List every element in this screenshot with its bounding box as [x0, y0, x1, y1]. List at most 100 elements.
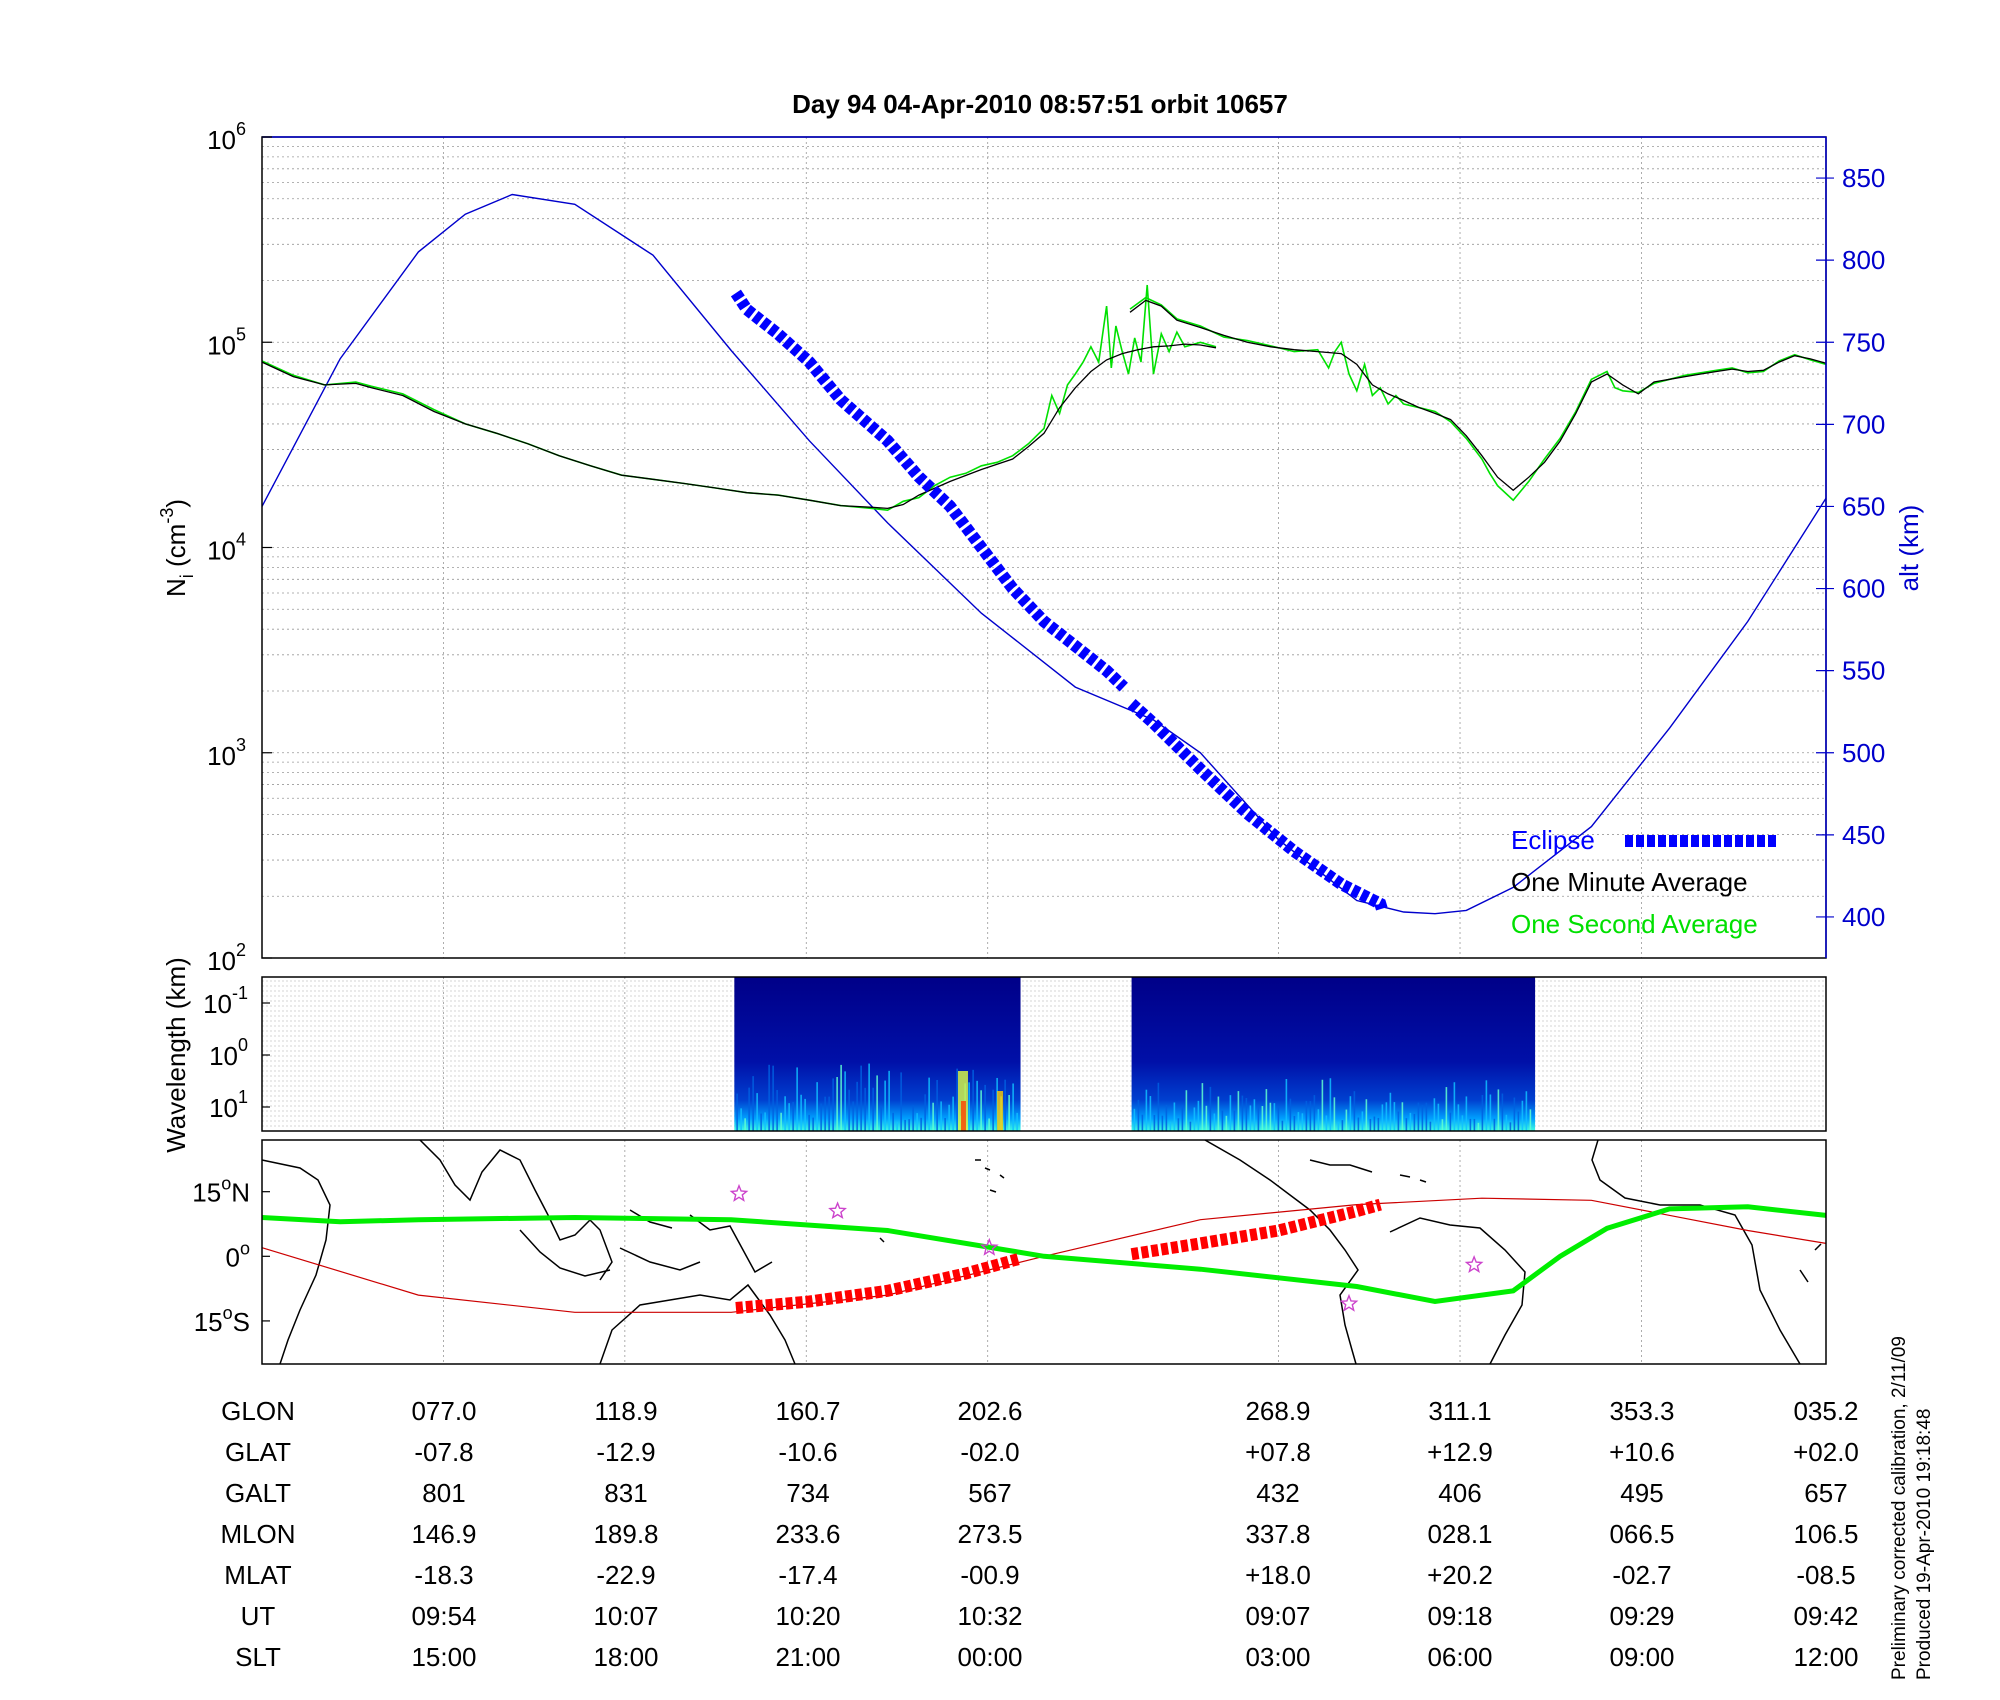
table-cell: +07.8	[1245, 1437, 1311, 1467]
coastline-africa	[261, 1159, 331, 1365]
spectrogram-streak	[1393, 1102, 1396, 1131]
spectrogram-streak	[800, 1094, 802, 1131]
spectrogram-streak	[1505, 1114, 1508, 1131]
spectrogram-streak	[872, 1087, 874, 1131]
station-star-icon	[979, 1237, 999, 1256]
map-frame	[261, 1139, 1827, 1365]
coastline-pacific-islands	[879, 1159, 1005, 1243]
spectrogram-streak	[956, 1068, 958, 1131]
spec-tick-label: 101	[209, 1087, 248, 1123]
spectrogram-streak	[976, 1080, 978, 1131]
spectrogram-streak	[1233, 1110, 1236, 1131]
spectrogram-streak	[1473, 1118, 1476, 1131]
spectrogram-streak	[744, 1118, 746, 1131]
altitude-curve	[261, 193, 1827, 915]
altitude-ylabel: alt (km)	[1894, 505, 1924, 592]
table-cell: +20.2	[1427, 1560, 1493, 1590]
table-cell: 21:00	[775, 1642, 840, 1672]
table-cell: -00.9	[960, 1560, 1019, 1590]
equator-line	[261, 1197, 1827, 1313]
spectrogram-streak	[876, 1075, 878, 1131]
legend-one-second-label: One Second Average	[1511, 909, 1758, 939]
spectrogram-streak	[1509, 1122, 1512, 1131]
spectrogram-streak	[784, 1096, 786, 1131]
spectrogram-streak	[1429, 1121, 1432, 1131]
spectrogram-streak	[1217, 1096, 1220, 1131]
y-tick-label: 104	[207, 530, 246, 566]
table-cell: 10:07	[593, 1601, 658, 1631]
spectrogram-streak	[1185, 1090, 1188, 1131]
table-cell: 03:00	[1245, 1642, 1310, 1672]
spectrogram-streak	[1221, 1110, 1224, 1131]
spectrogram-streak	[1317, 1109, 1320, 1131]
spectrogram-streak	[1449, 1112, 1452, 1131]
table-cell: 189.8	[593, 1519, 658, 1549]
table-cell: 734	[786, 1478, 829, 1508]
spectrogram-streak	[1297, 1112, 1300, 1131]
spectrogram-streak	[1012, 1083, 1014, 1131]
spectrogram-hotspot	[997, 1091, 1004, 1131]
station-star-icon	[729, 1183, 749, 1202]
series-one-second-line	[261, 284, 1217, 512]
spectrogram-streak	[1133, 1108, 1136, 1131]
density-ylabel-main: N	[161, 578, 191, 597]
table-cell: -12.9	[596, 1437, 655, 1467]
spectrogram-streak	[840, 1064, 842, 1131]
spectrogram-frame	[261, 976, 1827, 1132]
station-star-icon	[1464, 1255, 1484, 1273]
spectrogram-streak	[932, 1102, 934, 1131]
spectrogram-streak	[1525, 1091, 1528, 1131]
y2-tick-label: 800	[1842, 245, 1885, 275]
spectrogram-streak	[1501, 1093, 1504, 1131]
map-tick-hemisphere: S	[233, 1307, 250, 1337]
spectrogram-streak	[1385, 1102, 1388, 1131]
spectrogram-streak	[1421, 1105, 1424, 1131]
spectrogram-streak	[832, 1078, 834, 1131]
chart-title: Day 94 04-Apr-2010 08:57:51 orbit 10657	[792, 89, 1288, 119]
spec-tick-base: 10	[209, 1041, 238, 1071]
table-cell: 567	[968, 1478, 1011, 1508]
y2-tick-label: 650	[1842, 491, 1885, 521]
spectrogram-streak	[1197, 1100, 1200, 1131]
table-cell: 10:20	[775, 1601, 840, 1631]
spectrogram-streak	[772, 1065, 774, 1131]
table-cell: 09:07	[1245, 1601, 1310, 1631]
spectrogram-streak	[1361, 1111, 1364, 1131]
spectrogram-streak	[1293, 1115, 1296, 1131]
altitude-line	[261, 193, 1827, 915]
spectrogram-streak	[1277, 1107, 1280, 1131]
spec-tick-exp: -1	[232, 983, 248, 1003]
table-cell: 432	[1256, 1478, 1299, 1508]
spectrogram-streak	[1365, 1099, 1368, 1131]
y2-tick-label: 400	[1842, 902, 1885, 932]
spectrogram-streak	[1008, 1094, 1010, 1131]
map-tick-value: 15	[192, 1178, 221, 1208]
density-series	[261, 284, 1827, 512]
footnote-calibration: Preliminary corrected calibration, 2/11/…	[1889, 1336, 1910, 1680]
spectrogram-streak	[1225, 1115, 1228, 1131]
y2-tick-label: 500	[1842, 738, 1885, 768]
spec-tick-exp: 1	[238, 1087, 248, 1107]
spectrogram-streak	[1313, 1095, 1316, 1131]
spectrogram-streak	[1205, 1105, 1208, 1131]
y-tick-exp: 5	[236, 324, 246, 344]
table-cell: -22.9	[596, 1560, 655, 1590]
table-cell: 066.5	[1609, 1519, 1674, 1549]
spectrogram-streak	[1489, 1094, 1492, 1131]
spectrogram-streak	[1497, 1089, 1500, 1131]
spectrogram-streak	[1281, 1120, 1284, 1131]
spectrogram-streak	[1389, 1092, 1392, 1131]
coastline-caribbean	[1309, 1159, 1427, 1183]
spectrogram-streak	[844, 1071, 846, 1131]
eclipse-segment	[730, 289, 1128, 692]
coastline-americas	[1204, 1139, 1526, 1365]
spectrogram-streak	[1477, 1122, 1480, 1131]
spectrogram-streak	[1201, 1083, 1204, 1131]
spectrogram-streak	[856, 1081, 858, 1131]
spectrogram-hotspot	[960, 1101, 966, 1131]
spectrogram-streak	[1245, 1097, 1248, 1131]
